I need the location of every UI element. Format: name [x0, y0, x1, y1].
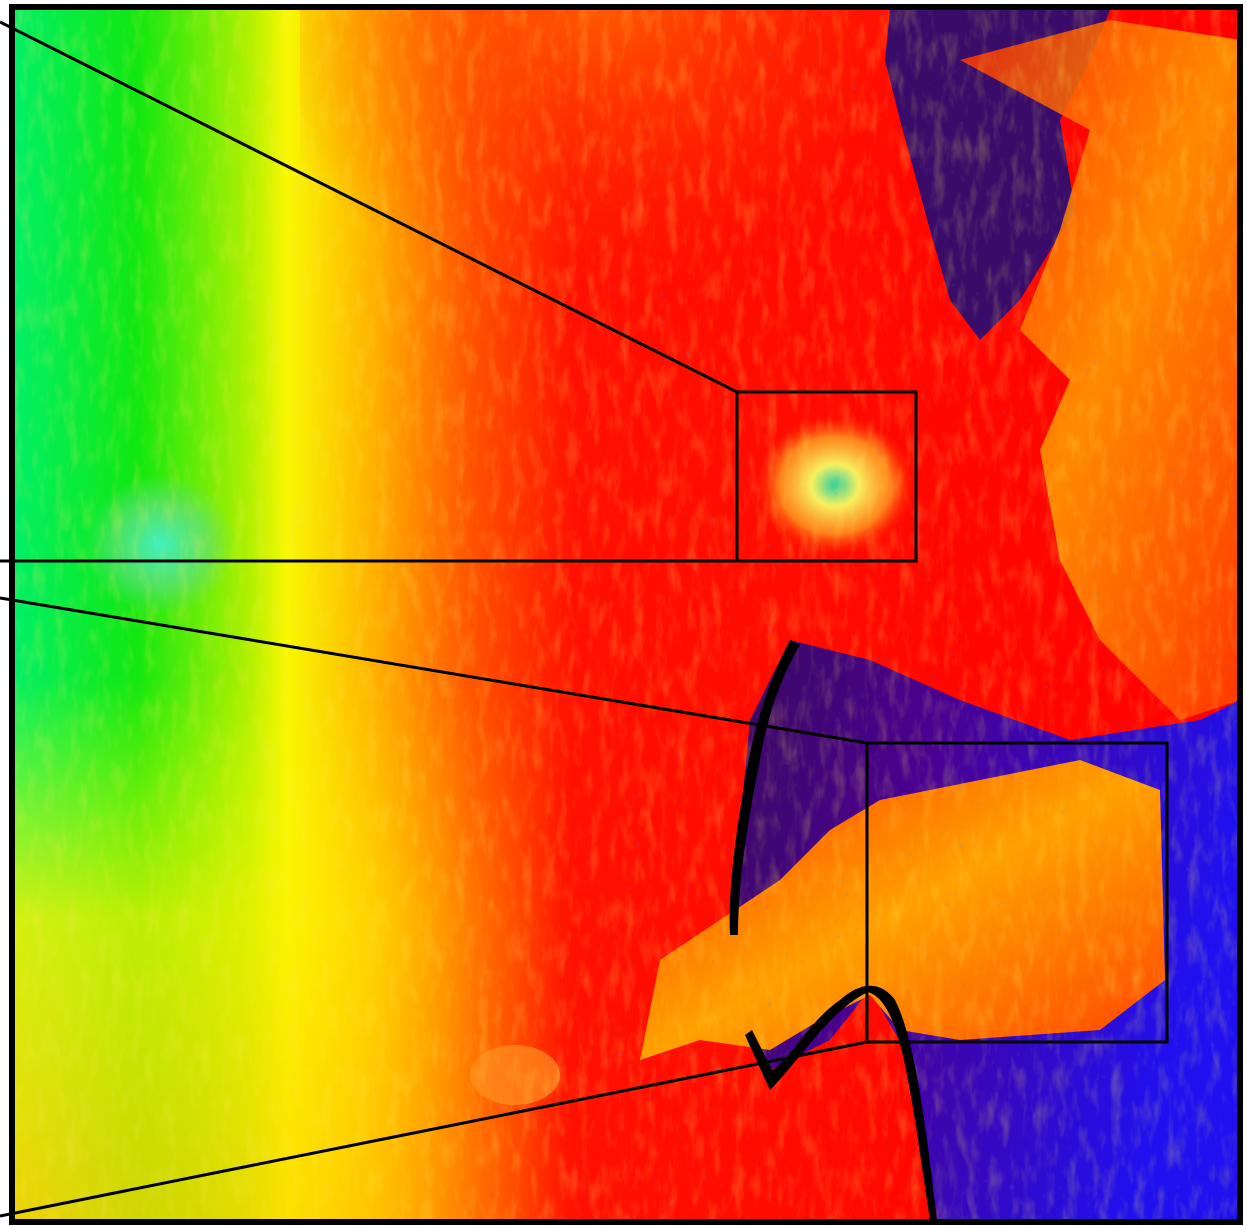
page: (() => { const data = JSON.parse(documen…: [0, 0, 1247, 1226]
simulation-image: [0, 0, 1247, 1226]
